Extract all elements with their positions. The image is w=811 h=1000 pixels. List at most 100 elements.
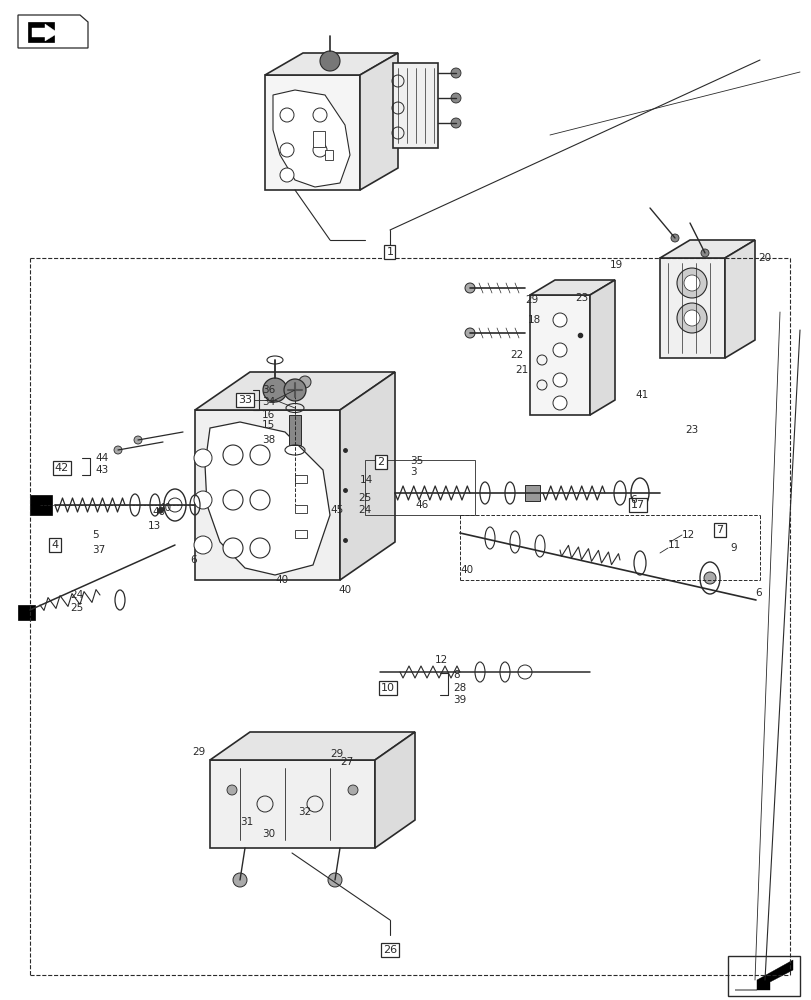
Text: 5: 5 [92, 530, 98, 540]
Circle shape [223, 490, 242, 510]
Circle shape [312, 143, 327, 157]
Text: 36: 36 [262, 385, 275, 395]
Text: 30: 30 [262, 829, 275, 839]
Circle shape [114, 446, 122, 454]
Polygon shape [375, 732, 414, 848]
Polygon shape [393, 63, 437, 148]
Circle shape [450, 118, 461, 128]
Circle shape [328, 873, 341, 887]
Text: 33: 33 [238, 395, 251, 405]
Polygon shape [195, 410, 340, 580]
Text: 12: 12 [681, 530, 694, 540]
Text: 24: 24 [70, 590, 84, 600]
Text: 15: 15 [262, 420, 275, 430]
Circle shape [552, 373, 566, 387]
Text: 46: 46 [414, 500, 427, 510]
Ellipse shape [699, 562, 719, 594]
Text: 23: 23 [684, 425, 697, 435]
Polygon shape [659, 240, 754, 258]
Circle shape [284, 379, 306, 401]
Text: 9: 9 [729, 543, 736, 553]
Polygon shape [204, 422, 329, 575]
Text: 40: 40 [152, 507, 165, 517]
Circle shape [450, 68, 461, 78]
Polygon shape [340, 372, 394, 580]
Text: 6: 6 [754, 588, 761, 598]
Text: 16: 16 [262, 410, 275, 420]
Circle shape [280, 108, 294, 122]
Polygon shape [210, 760, 375, 848]
Circle shape [703, 572, 715, 584]
Polygon shape [530, 295, 590, 415]
Polygon shape [195, 372, 394, 410]
Text: 28: 28 [453, 683, 466, 693]
Text: 20: 20 [757, 253, 770, 263]
Circle shape [280, 168, 294, 182]
Text: 34: 34 [262, 397, 275, 407]
Text: 1: 1 [386, 247, 393, 257]
Text: 23: 23 [574, 293, 587, 303]
Text: 4: 4 [51, 540, 58, 550]
Text: 2: 2 [377, 457, 384, 467]
Polygon shape [272, 90, 350, 187]
Text: 44: 44 [95, 453, 108, 463]
Polygon shape [28, 22, 54, 42]
Bar [727, 956, 799, 996]
Polygon shape [590, 280, 614, 415]
Polygon shape [18, 605, 35, 620]
Circle shape [194, 536, 212, 554]
Polygon shape [264, 53, 397, 75]
Circle shape [552, 396, 566, 410]
Text: 29: 29 [191, 747, 205, 757]
Text: 12: 12 [435, 655, 448, 665]
Circle shape [465, 328, 474, 338]
Circle shape [450, 93, 461, 103]
Bar [294, 475, 307, 483]
Text: 31: 31 [240, 817, 253, 827]
Text: 8: 8 [453, 670, 459, 680]
Text: 27: 27 [340, 757, 353, 767]
Bar [294, 505, 307, 513]
Text: 41: 41 [634, 390, 647, 400]
Circle shape [250, 490, 270, 510]
Text: 43: 43 [95, 465, 108, 475]
Bar [312, 131, 324, 147]
Polygon shape [734, 960, 792, 990]
Circle shape [194, 491, 212, 509]
Text: 10: 10 [380, 683, 394, 693]
Circle shape [280, 143, 294, 157]
Polygon shape [32, 24, 58, 41]
Circle shape [320, 51, 340, 71]
Circle shape [465, 283, 474, 293]
Bar [365, 460, 474, 515]
Polygon shape [210, 732, 414, 760]
Circle shape [700, 249, 708, 257]
Text: 7: 7 [715, 525, 723, 535]
Text: 17: 17 [630, 500, 644, 510]
Circle shape [552, 313, 566, 327]
Polygon shape [30, 495, 52, 515]
Text: 35: 35 [410, 456, 423, 466]
Text: 21: 21 [514, 365, 528, 375]
Polygon shape [359, 53, 397, 190]
Circle shape [233, 873, 247, 887]
Bar [294, 530, 307, 538]
Circle shape [552, 343, 566, 357]
Text: 26: 26 [383, 945, 397, 955]
Text: 11: 11 [667, 540, 680, 550]
Bar [324, 150, 333, 160]
Circle shape [312, 108, 327, 122]
Circle shape [227, 785, 237, 795]
Circle shape [298, 376, 311, 388]
Circle shape [250, 445, 270, 465]
Circle shape [194, 449, 212, 467]
Polygon shape [659, 258, 724, 358]
Text: 22: 22 [509, 350, 522, 360]
Polygon shape [530, 280, 614, 295]
Circle shape [348, 785, 358, 795]
Text: 38: 38 [262, 435, 275, 445]
Polygon shape [724, 240, 754, 358]
Text: 25: 25 [358, 493, 371, 503]
Text: 39: 39 [453, 695, 466, 705]
Circle shape [250, 538, 270, 558]
